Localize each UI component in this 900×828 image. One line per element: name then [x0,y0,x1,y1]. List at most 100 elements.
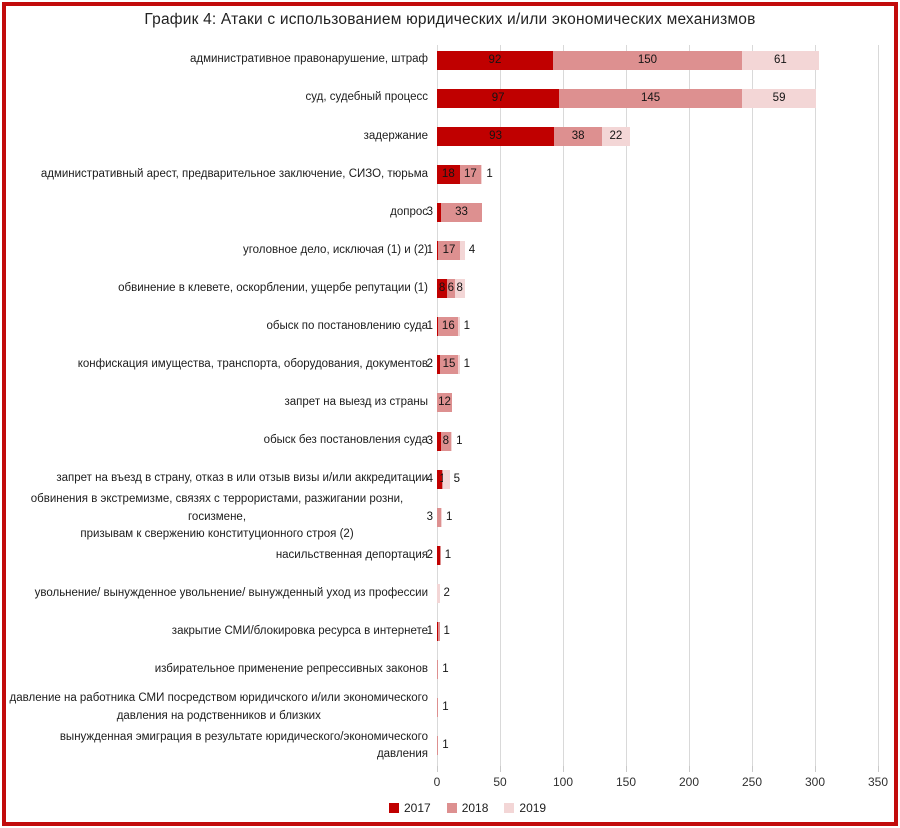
bar-segment-2017 [437,317,439,337]
bar-segment-2018 [437,736,439,756]
axis-tick-label: 0 [433,775,441,789]
bar-segment-2018 [552,50,742,70]
bar-segment-2019 [741,88,817,108]
gridline [815,45,816,766]
axis-tick-label: 200 [678,775,700,789]
bar-value-label: 15 [442,358,456,371]
bar-segment-2019 [458,355,460,375]
bar-value-label: 8 [456,282,463,295]
bar-segment-2018 [439,545,441,565]
bar-value-label: 93 [489,129,502,142]
bar-value-label: 59 [772,91,786,104]
bar-value-label: 3 [426,510,433,523]
bar-segment-2018 [437,393,453,413]
category-label: обыск без постановления суда [263,434,428,447]
bar-segment-2019 [440,507,443,527]
bar-value-label: 1 [442,701,449,714]
category-label: допрос [390,205,428,218]
bar-value-label: 1 [442,663,449,676]
bar-value-label: 92 [488,53,502,66]
bar-segment-2018 [438,241,460,260]
category-label: запрет на въезд в страну, отказ в или от… [56,472,428,485]
axis-tick [563,766,564,772]
bar-segment-2017 [437,88,560,108]
bar-value-label: 1 [439,470,445,489]
bar-segment-2018 [440,202,483,222]
axis-tick-label: 50 [493,775,507,789]
category-label: обыск по постановлению суда [266,320,428,333]
bar-value-label: 8 [442,434,450,447]
axis-tick [689,766,690,772]
category-label: административное правонарушение, штраф [190,53,428,66]
axis-tick [815,766,816,772]
category-label: административный арест, предварительное … [40,167,428,180]
axis-tick [626,766,627,772]
bar-segment-2018 [438,622,440,641]
bar-segment-2019 [443,469,450,489]
bar-value-label: 17 [463,167,477,180]
category-label: вынужденная эмиграция в результате юриди… [59,730,428,760]
bar-segment-2018 [440,431,451,451]
bar-value-label: 1 [443,625,450,637]
bar-segment-2018 [554,126,603,146]
bar-value-label: 1 [463,320,471,333]
bar-segment-2018 [437,507,441,527]
category-label: увольнение/ вынужденное увольнение/ выну… [34,586,428,599]
bar-segment-2019 [454,279,465,299]
category-label: запрет на выезд из страны [284,396,428,409]
bar-segment-2017 [437,469,443,489]
bar-segment-2019 [602,126,630,146]
chart-title: График 4: Атаки с использованием юридиче… [144,11,756,28]
category-label: насильственная депортация [275,548,428,561]
plot-area: 0 50 100 150 200 250 300 350 административное пр… [6,6,894,822]
bar-segment-2019 [450,431,453,451]
bar-value-label: 2 [443,586,450,599]
bar-segment-2017 [437,202,441,222]
axis-tick [878,766,879,772]
bar-segment-2018 [438,317,459,337]
bar-value-label: 33 [455,205,468,218]
bar-value-label: 1 [486,167,493,180]
legend: 2017 2018 2019 [389,801,546,815]
legend-item-2017: 2017 [389,801,431,815]
bar-value-label: 16 [441,320,455,333]
bar-value-label: 1 [446,510,453,523]
bar-value-label: 150 [637,53,657,66]
axis-tick [500,766,501,772]
axis-tick [752,766,753,772]
legend-label: 2017 [404,801,431,815]
gridline [500,45,501,766]
bar-segment-2017 [437,164,460,184]
bar-value-label: 4 [468,244,476,256]
gridline [689,45,690,766]
category-label: задержание [363,129,428,142]
category-label: суд, судебный процесс [305,91,428,104]
bar-segment-2017 [437,126,555,146]
axis-tick [437,766,438,772]
bar-value-label: 17 [442,244,456,256]
bar-segment-2017 [437,355,440,375]
bar-value-label: 97 [491,91,505,104]
legend-swatch-2018 [446,803,457,813]
gridline [626,45,627,766]
bar-segment-2017 [437,279,448,299]
bar-value-label: 145 [640,91,661,104]
legend-label: 2018 [461,801,489,815]
bar-value-label: 1 [444,548,452,561]
bar-value-label: 4 [426,472,433,485]
bar-segment-2019 [437,583,440,603]
bar-value-label: 22 [609,129,623,142]
bar-value-label: 12 [438,396,451,409]
bar-segment-2018 [437,698,439,718]
bar-value-label: 2 [426,358,433,371]
axis-tick-label: 100 [552,775,574,789]
category-label: обвинение в клевете, оскорблении, ущербе… [118,281,428,294]
bar-segment-2019 [481,164,483,184]
bar-value-label: 3 [426,434,433,447]
bar-segment-2018 [439,355,459,375]
gridline [878,45,879,766]
bar-segment-2018 [459,164,482,184]
bar-value-label: 6 [447,282,455,295]
bar-segment-2017 [437,50,553,70]
